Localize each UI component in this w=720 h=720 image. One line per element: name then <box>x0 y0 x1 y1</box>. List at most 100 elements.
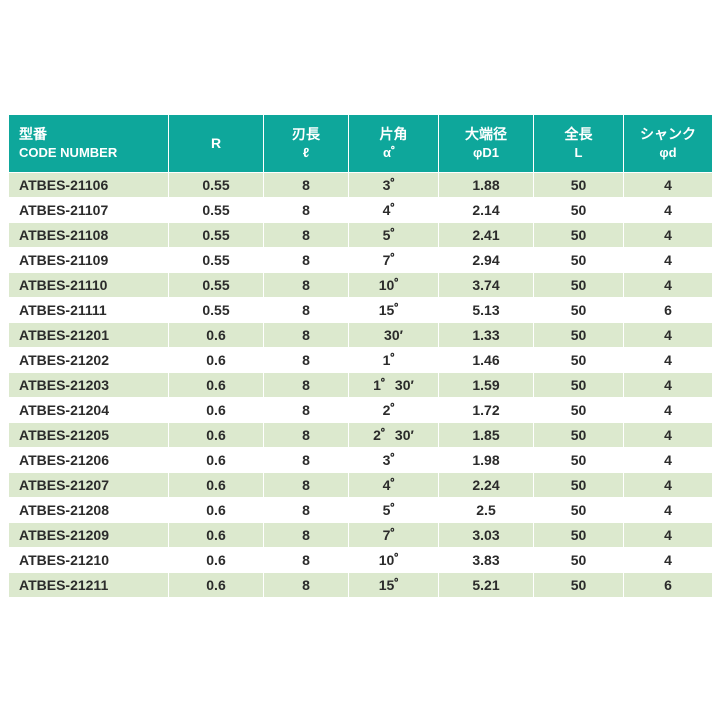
table-cell: 3゜ <box>348 447 439 473</box>
table-cell: 4 <box>623 197 713 223</box>
column-header-line1: R <box>210 135 222 152</box>
column-header: R <box>168 114 264 173</box>
code-number-cell: ATBES-21209 <box>8 522 169 548</box>
column-header: 刃長 ℓ <box>263 114 349 173</box>
table-cell: 50 <box>533 547 624 573</box>
table-cell: 0.6 <box>168 397 264 423</box>
table-cell: 8 <box>263 247 349 273</box>
table-cell: 30′ <box>348 322 439 348</box>
table-row: ATBES-21109 0.55 8 7゜ 2.94 50 4 <box>8 247 713 273</box>
table-cell: 0.55 <box>168 272 264 298</box>
table-cell: 1.46 <box>438 347 534 373</box>
table-cell: 4 <box>623 547 713 573</box>
table-cell: 3.03 <box>438 522 534 548</box>
table-cell: 4゜ <box>348 472 439 498</box>
table-row: ATBES-21209 0.6 8 7゜ 3.03 50 4 <box>8 522 713 548</box>
table-cell: 8 <box>263 272 349 298</box>
table-cell: 0.6 <box>168 572 264 598</box>
code-number-cell: ATBES-21106 <box>8 172 169 198</box>
table-cell: 50 <box>533 172 624 198</box>
table-cell: 50 <box>533 447 624 473</box>
table-row: ATBES-21202 0.6 8 1゜ 1.46 50 4 <box>8 347 713 373</box>
table-cell: 6 <box>623 297 713 323</box>
table-cell: 50 <box>533 197 624 223</box>
table-cell: 7゜ <box>348 522 439 548</box>
table-cell: 8 <box>263 422 349 448</box>
table-cell: 0.55 <box>168 222 264 248</box>
code-number-cell: ATBES-21206 <box>8 447 169 473</box>
table-row: ATBES-21110 0.55 8 10゜ 3.74 50 4 <box>8 272 713 298</box>
table-cell: 50 <box>533 522 624 548</box>
table-cell: 4 <box>623 472 713 498</box>
table-cell: 2.41 <box>438 222 534 248</box>
table-cell: 4 <box>623 322 713 348</box>
table-row: ATBES-21108 0.55 8 5゜ 2.41 50 4 <box>8 222 713 248</box>
table-cell: 0.6 <box>168 422 264 448</box>
table-cell: 2.14 <box>438 197 534 223</box>
table-cell: 15゜ <box>348 572 439 598</box>
column-header-line2: CODE NUMBER <box>19 145 118 161</box>
code-number-cell: ATBES-21204 <box>8 397 169 423</box>
table-row: ATBES-21205 0.6 8 2゜30′ 1.85 50 4 <box>8 422 713 448</box>
table-cell: 10゜ <box>348 272 439 298</box>
column-header: 片角 α゜ <box>348 114 439 173</box>
table-cell: 4 <box>623 222 713 248</box>
table-row: ATBES-21106 0.55 8 3゜ 1.88 50 4 <box>8 172 713 198</box>
table-cell: 1.88 <box>438 172 534 198</box>
table-cell: 8 <box>263 522 349 548</box>
table-cell: 50 <box>533 272 624 298</box>
table-cell: 0.6 <box>168 322 264 348</box>
table-cell: 4 <box>623 397 713 423</box>
table-cell: 8 <box>263 472 349 498</box>
table-cell: 50 <box>533 372 624 398</box>
table-cell: 8 <box>263 347 349 373</box>
table-cell: 50 <box>533 397 624 423</box>
table-cell: 0.55 <box>168 172 264 198</box>
table-cell: 0.55 <box>168 247 264 273</box>
table-cell: 4 <box>623 522 713 548</box>
table-cell: 50 <box>533 322 624 348</box>
code-number-cell: ATBES-21211 <box>8 572 169 598</box>
column-header: 型番 CODE NUMBER <box>8 114 169 173</box>
table-cell: 4 <box>623 497 713 523</box>
column-header-line2: ℓ <box>302 145 310 161</box>
column-header: シャンク φd <box>623 114 713 173</box>
table-cell: 1.72 <box>438 397 534 423</box>
table-cell: 0.6 <box>168 472 264 498</box>
table-cell: 2゜30′ <box>348 422 439 448</box>
table-header: 型番 CODE NUMBER R 刃長 ℓ 片角 α゜ 大端径 φD1 全長 L シャンク φd <box>8 114 713 173</box>
table-cell: 15゜ <box>348 297 439 323</box>
column-header-line2: α゜ <box>383 145 404 161</box>
table-cell: 8 <box>263 322 349 348</box>
column-header: 大端径 φD1 <box>438 114 534 173</box>
table-cell: 50 <box>533 422 624 448</box>
code-number-cell: ATBES-21109 <box>8 247 169 273</box>
table-cell: 0.55 <box>168 297 264 323</box>
code-number-cell: ATBES-21108 <box>8 222 169 248</box>
column-header-line2: φd <box>659 145 677 161</box>
product-spec-table: 型番 CODE NUMBER R 刃長 ℓ 片角 α゜ 大端径 φD1 全長 L シャンク φd ATB… <box>8 114 713 598</box>
table-cell: 3.74 <box>438 272 534 298</box>
table-row: ATBES-21111 0.55 8 15゜ 5.13 50 6 <box>8 297 713 323</box>
column-header-line1: 刃長 <box>292 126 320 143</box>
table-cell: 0.6 <box>168 347 264 373</box>
table-cell: 50 <box>533 497 624 523</box>
table-row: ATBES-21204 0.6 8 2゜ 1.72 50 4 <box>8 397 713 423</box>
table-cell: 4 <box>623 172 713 198</box>
table-row: ATBES-21203 0.6 8 1゜30′ 1.59 50 4 <box>8 372 713 398</box>
table-cell: 4 <box>623 447 713 473</box>
column-header-line2: L <box>574 145 583 161</box>
code-number-cell: ATBES-21201 <box>8 322 169 348</box>
table-row: ATBES-21107 0.55 8 4゜ 2.14 50 4 <box>8 197 713 223</box>
table-cell: 5.21 <box>438 572 534 598</box>
code-number-cell: ATBES-21203 <box>8 372 169 398</box>
table-cell: 4 <box>623 272 713 298</box>
code-number-cell: ATBES-21111 <box>8 297 169 323</box>
table-cell: 5゜ <box>348 222 439 248</box>
code-number-cell: ATBES-21208 <box>8 497 169 523</box>
code-number-cell: ATBES-21210 <box>8 547 169 573</box>
table-cell: 2.5 <box>438 497 534 523</box>
table-cell: 2.24 <box>438 472 534 498</box>
table-cell: 8 <box>263 372 349 398</box>
